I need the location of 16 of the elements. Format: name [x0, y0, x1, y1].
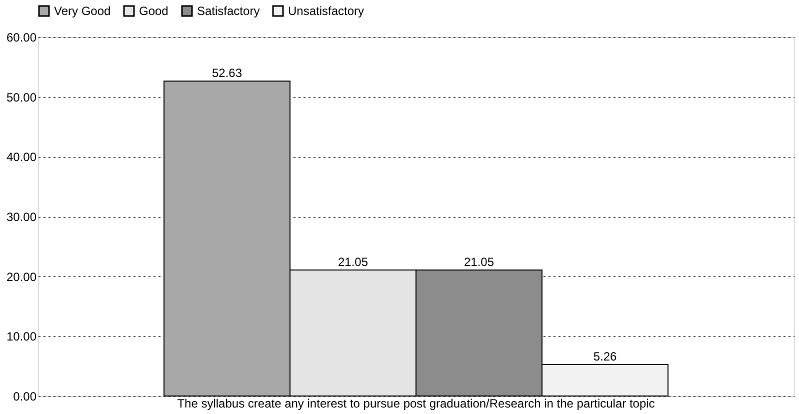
y-tick-label: 40.00	[6, 150, 37, 164]
x-tick-label: The syllabus create any interest to pursue post graduation/Research in the particular topic	[177, 396, 655, 410]
y-tick-label: 0.00	[13, 390, 37, 404]
data-label: 21.05	[338, 255, 368, 270]
legend-label: Very Good	[54, 4, 111, 18]
y-tick-label: 20.00	[6, 270, 37, 284]
legend-label: Satisfactory	[197, 4, 260, 18]
legend-label: Unsatisfactory	[288, 4, 364, 18]
legend-label: Good	[139, 4, 168, 18]
data-label: 52.63	[212, 66, 242, 80]
y-tick-label: 10.00	[6, 330, 37, 344]
data-label: 5.26	[593, 350, 617, 364]
y-tick-label: 50.00	[6, 90, 37, 104]
y-tick-label: 60.00	[6, 30, 37, 44]
data-label: 21.05	[464, 255, 494, 270]
y-tick-label: 30.00	[6, 210, 37, 224]
